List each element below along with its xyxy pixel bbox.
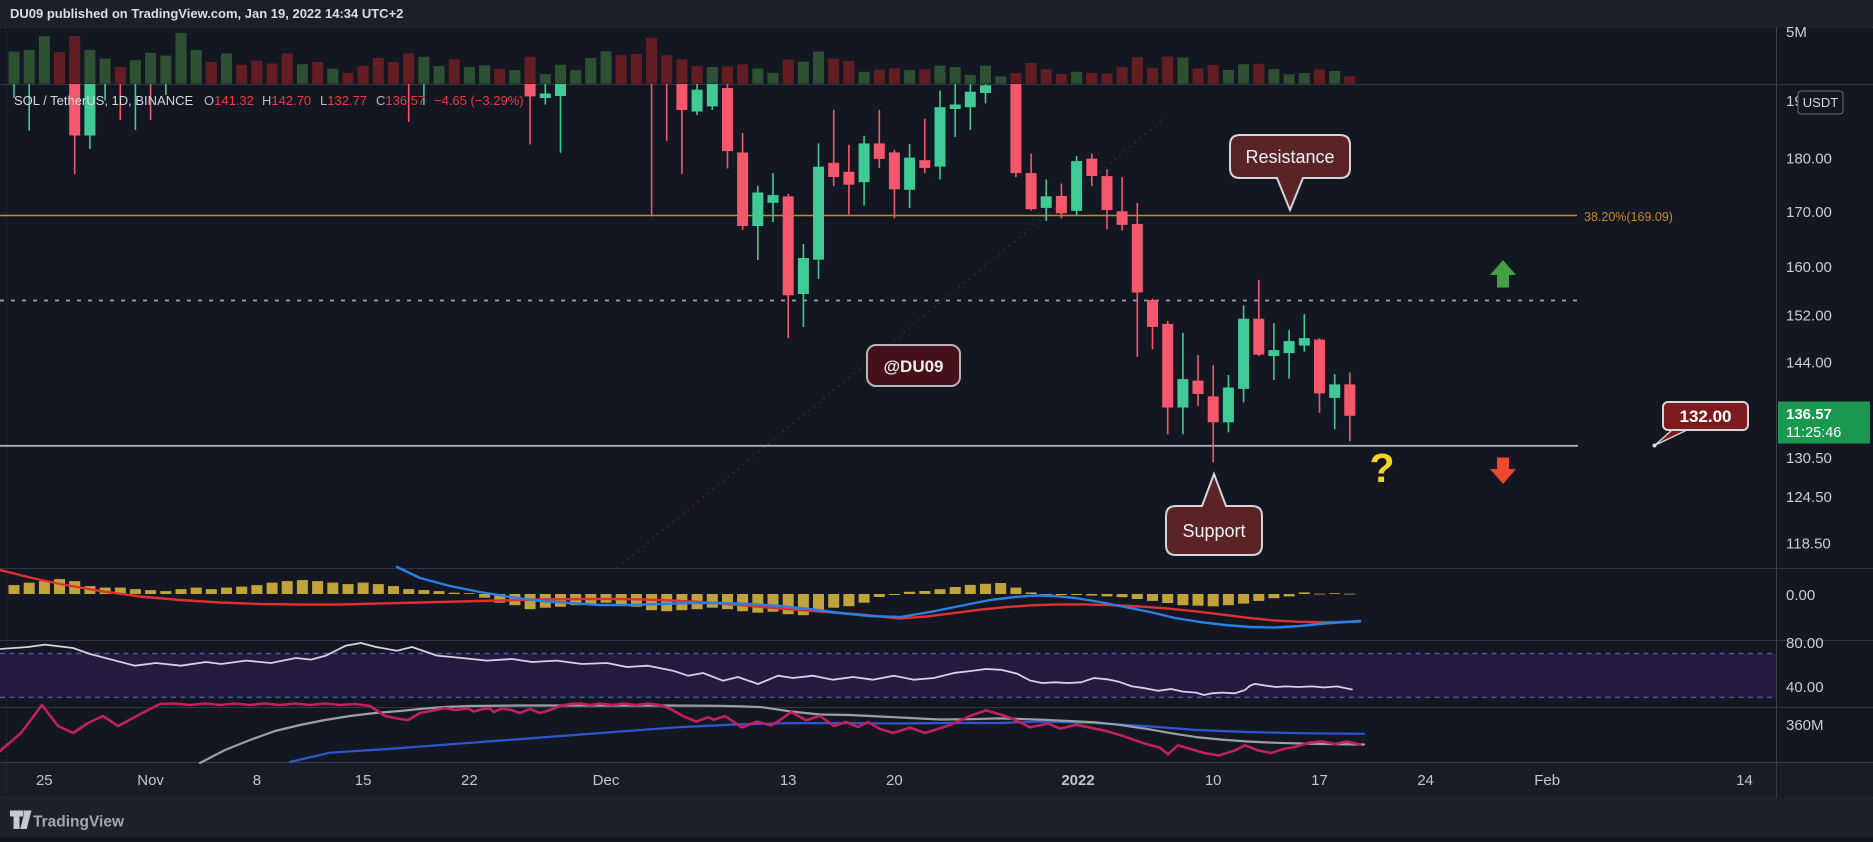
svg-text:118.50: 118.50 [1786,536,1831,553]
svg-text:@DU09: @DU09 [883,357,943,376]
svg-text:Dec: Dec [593,772,620,789]
svg-text:170.00: 170.00 [1786,204,1832,221]
svg-text:USDT: USDT [1803,95,1838,110]
svg-text:14: 14 [1736,772,1753,789]
svg-text:124.50: 124.50 [1786,489,1832,506]
svg-text:C136.57: C136.57 [376,93,425,108]
svg-text:Support: Support [1182,521,1245,541]
svg-text:−4.65 (−3.29%): −4.65 (−3.29%) [434,93,524,108]
svg-text:8: 8 [253,772,261,789]
svg-text:Nov: Nov [137,772,164,789]
svg-text:25: 25 [36,772,53,789]
svg-text:22: 22 [461,772,478,789]
svg-text:130.50: 130.50 [1786,450,1832,467]
svg-text:O141.32: O141.32 [204,93,254,108]
svg-text:H142.70: H142.70 [262,93,311,108]
svg-text:11:25:46: 11:25:46 [1786,425,1841,441]
svg-text:160.00: 160.00 [1786,259,1832,276]
svg-text:15: 15 [355,772,372,789]
svg-text:2022: 2022 [1061,772,1094,789]
svg-text:TradingView: TradingView [33,814,125,831]
svg-text:40.00: 40.00 [1786,679,1824,696]
svg-text:Feb: Feb [1534,772,1560,789]
svg-text:38.20%(169.09): 38.20%(169.09) [1584,210,1673,224]
svg-text:Resistance: Resistance [1245,147,1334,167]
svg-text:10: 10 [1205,772,1222,789]
svg-text:DU09 published on TradingView.: DU09 published on TradingView.com, Jan 1… [10,6,403,21]
svg-text:?: ? [1369,445,1394,491]
svg-text:360M: 360M [1786,717,1824,734]
svg-text:24: 24 [1417,772,1434,789]
svg-text:132.00: 132.00 [1680,407,1732,426]
svg-text:17: 17 [1311,772,1328,789]
svg-text:SOL / TetherUS, 1D, BINANCE: SOL / TetherUS, 1D, BINANCE [14,93,194,108]
svg-text:136.57: 136.57 [1786,406,1832,423]
svg-text:180.00: 180.00 [1786,151,1832,168]
svg-text:144.00: 144.00 [1786,354,1832,371]
svg-text:5M: 5M [1786,24,1807,41]
svg-text:13: 13 [780,772,797,789]
svg-text:152.00: 152.00 [1786,308,1832,325]
svg-text:80.00: 80.00 [1786,635,1824,652]
svg-text:20: 20 [886,772,903,789]
svg-text:0.00: 0.00 [1786,587,1815,604]
svg-text:L132.77: L132.77 [320,93,367,108]
